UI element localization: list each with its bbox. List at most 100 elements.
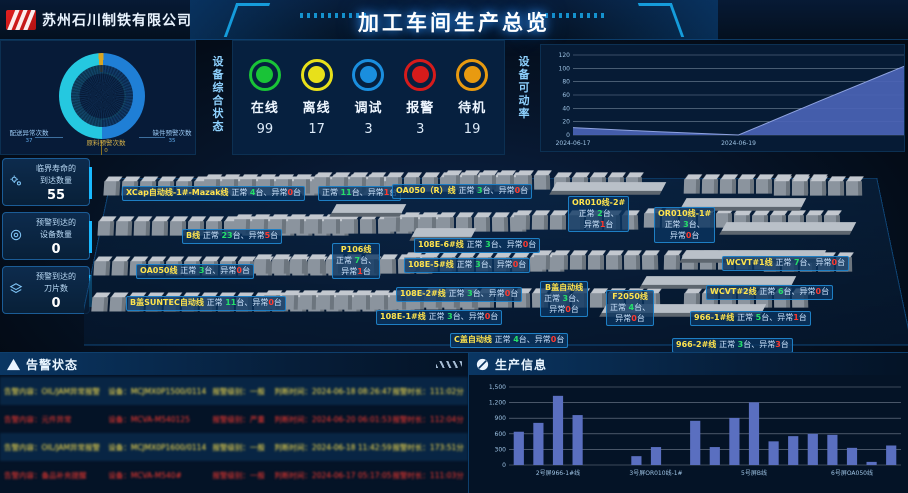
status-dot-standby — [463, 66, 481, 83]
machine-unit[interactable] — [305, 214, 325, 234]
line-name: 108E-5#线 — [408, 260, 454, 269]
machine-unit[interactable] — [115, 216, 135, 236]
line-status-label[interactable]: 108E-1#线 正常 3台、异常0台 — [376, 310, 503, 325]
svg-text:0: 0 — [566, 132, 570, 139]
line-status-label[interactable]: 108E-2#线 正常 3台、异常0台 — [396, 287, 523, 302]
machine-bank[interactable] — [533, 250, 660, 270]
machine-unit[interactable] — [701, 174, 721, 194]
machine-unit[interactable] — [623, 250, 642, 270]
machine-unit[interactable] — [755, 174, 774, 194]
machine-unit[interactable] — [307, 254, 327, 274]
machine-unit[interactable] — [513, 210, 533, 230]
machine-unit[interactable] — [323, 214, 343, 234]
machine-unit[interactable] — [383, 212, 403, 232]
line-status-label[interactable]: F2050线 正常 4台、 异常0台 — [606, 290, 655, 327]
machine-unit[interactable] — [335, 290, 355, 310]
alarm-row[interactable]: 告警内容：OIL/JAM异常报警 设备：MCJMX0P1600/0114 报警级别：… — [0, 433, 468, 461]
line-status-label[interactable]: C盖自动线 正常 4台、异常0台 — [450, 333, 569, 348]
machine-unit[interactable] — [809, 176, 828, 196]
machine-unit[interactable] — [289, 254, 309, 274]
machine-unit[interactable] — [791, 176, 811, 196]
line-status-label[interactable]: WCVT#1线 正常 7台、异常0台 — [722, 256, 850, 271]
machine-unit[interactable] — [341, 214, 360, 234]
machine-unit[interactable] — [569, 250, 589, 270]
line-status-label[interactable]: 966-2#线 正常 3台、异常3台 — [672, 338, 793, 353]
alarm-cell: 报警级别：严重 — [212, 414, 265, 424]
company-name: 苏州石川制铁有限公司 — [42, 13, 192, 29]
alarm-row[interactable]: 告警内容：元件异常 设备：MCVA-M540125 报警级别：严重 判断时间：2024… — [0, 405, 468, 433]
kpi-line2: 刀片数 — [44, 283, 68, 293]
machine-unit[interactable] — [317, 290, 337, 310]
machine-unit[interactable] — [353, 290, 373, 310]
machine-unit[interactable] — [683, 174, 703, 194]
line-status-label[interactable]: OA050（R）线 正常 3台、异常0台 — [392, 184, 533, 199]
kpi-value: 0 — [51, 242, 61, 258]
line-status-label[interactable]: 108E-6#线 正常 3台、异常0台 — [414, 238, 541, 253]
alarm-row[interactable]: 告警内容：备品补充提醒 设备：MCVA-M540# 报警级别：一般 判断时间：2024… — [0, 461, 468, 489]
line-status-label[interactable]: B盖SUNTEC自动线 正常 11台、异常0台 — [126, 296, 286, 311]
line-status-label[interactable]: B线 正常 23台、异常5台 — [182, 229, 283, 244]
line-status-label[interactable]: B盖自动线 正常 3台、 异常0台 — [540, 281, 589, 318]
machine-bank[interactable] — [773, 176, 864, 196]
alarm-list[interactable]: 告警内容：OIL/JAM异常报警 设备：MCJMX0P1500/0114 报警级别：… — [0, 377, 468, 490]
machine-unit[interactable] — [587, 250, 606, 270]
machine-unit[interactable] — [549, 210, 569, 230]
machine-unit[interactable] — [371, 290, 390, 310]
donut-label-1: 缺件预警次数 35 — [152, 129, 192, 144]
machine-unit[interactable] — [93, 256, 113, 276]
machine-unit[interactable] — [359, 214, 378, 234]
machine-unit[interactable] — [533, 170, 552, 190]
line-status-label[interactable]: 108E-5#线 正常 3台、异常0台 — [404, 258, 531, 273]
line-normal-text: 正常 3台、 — [719, 340, 760, 349]
machine-unit[interactable] — [531, 210, 551, 230]
status-item-debug[interactable]: 调试 3 — [344, 58, 392, 137]
machine-unit[interactable] — [491, 212, 510, 232]
header-glow-left — [190, 0, 370, 40]
machine-unit[interactable] — [97, 216, 117, 236]
kpi-value: 0 — [51, 296, 61, 312]
machine-unit[interactable] — [111, 256, 131, 276]
line-normal-text: 正常 3台、 — [544, 293, 585, 303]
machine-unit[interactable] — [663, 250, 683, 270]
machine-unit[interactable] — [551, 250, 571, 270]
status-item-alarm[interactable]: 报警 3 — [396, 58, 444, 137]
alarm-cell: 告警内容：元件异常 — [4, 414, 72, 424]
machine-unit[interactable] — [533, 250, 553, 270]
kpi-card-warned-blades[interactable]: 预警到达的 刀片数 0 — [2, 266, 92, 314]
machine-unit[interactable] — [151, 216, 171, 236]
kpi-card-warned-equipment[interactable]: 预警到达的 设备数量 0 — [2, 212, 92, 260]
machine-unit[interactable] — [641, 250, 660, 270]
machine-unit[interactable] — [109, 292, 129, 312]
status-item-standby[interactable]: 待机 19 — [448, 58, 496, 137]
line-status-label[interactable]: WCVT#2线 正常 6台、异常0台 — [706, 285, 834, 300]
line-status-label[interactable]: P106线 正常 7台、 异常1台 — [332, 243, 381, 280]
machine-unit[interactable] — [827, 176, 846, 196]
machine-unit[interactable] — [379, 254, 398, 274]
line-status-label[interactable]: OA050线 正常 3台、异常0台 — [136, 264, 254, 279]
status-item-offline[interactable]: 离线 17 — [293, 58, 341, 137]
machine-unit[interactable] — [271, 254, 291, 274]
machine-unit[interactable] — [299, 290, 319, 310]
line-status-label[interactable]: 正常 11台、异常1台 — [318, 186, 402, 201]
machine-unit[interactable] — [737, 174, 757, 194]
machine-unit[interactable] — [605, 250, 624, 270]
line-status-label[interactable]: OR010线-2# 正常 2台、 异常1台 — [568, 196, 630, 233]
machine-unit[interactable] — [91, 292, 111, 312]
machine-unit[interactable] — [253, 254, 273, 274]
machine-unit[interactable] — [133, 216, 153, 236]
machine-unit[interactable] — [287, 214, 307, 234]
kpi-card-critical-life[interactable]: 临界寿命的 到达数量 55 — [2, 158, 92, 206]
line-status-label[interactable]: OR010线-1# 正常 3台、 异常0台 — [654, 207, 716, 244]
machine-unit[interactable] — [103, 176, 123, 196]
machine-unit[interactable] — [719, 174, 739, 194]
alarm-row[interactable]: 告警内容：OIL/JAM异常报警 设备：MCJMX0P1500/0114 报警级别：… — [0, 377, 468, 405]
machine-unit[interactable] — [473, 212, 492, 232]
machine-unit[interactable] — [845, 176, 864, 196]
donut-label-0: 配送异常次数 37 — [9, 129, 49, 144]
machine-unit[interactable] — [589, 288, 609, 308]
alarm-cell: 告警内容：备品补充提醒 — [4, 470, 87, 480]
machine-unit[interactable] — [773, 176, 793, 196]
status-item-online[interactable]: 在线 99 — [241, 58, 289, 137]
line-status-label[interactable]: XCap自动线-1#-Mazak线 正常 4台、异常0台 — [122, 186, 306, 201]
line-status-label[interactable]: 966-1#线 正常 5台、异常1台 — [690, 311, 811, 326]
